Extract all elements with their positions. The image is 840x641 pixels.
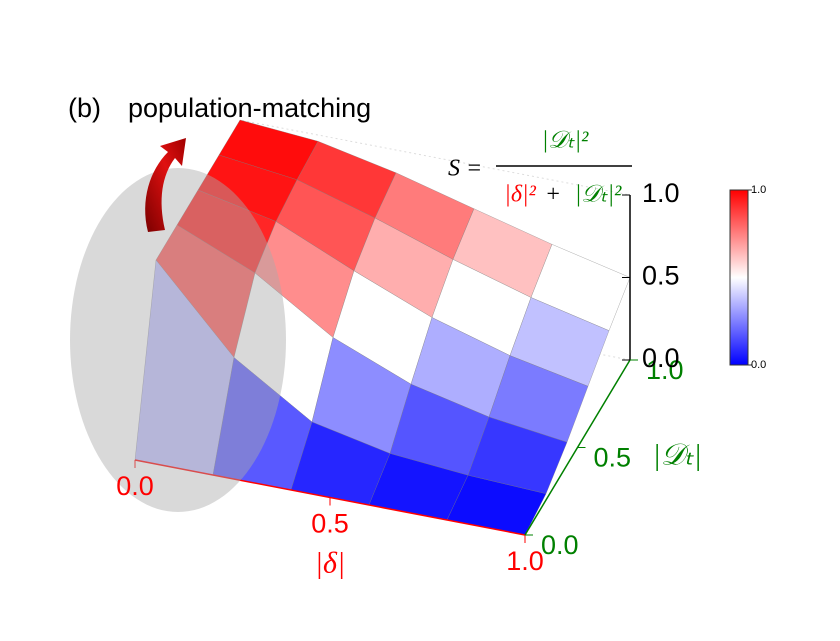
z-tick-label: 0.0 (642, 343, 680, 373)
x-tick-label: 1.0 (506, 546, 544, 576)
x-tick-label: 0.5 (311, 509, 349, 539)
x-tick-label: 0.0 (116, 471, 154, 501)
colorbar-tick-label: 1.0 (751, 184, 766, 196)
z-tick-label: 0.5 (642, 261, 680, 291)
formula: S = |𝒟ₜ|² |δ|² + |𝒟ₜ|² (448, 128, 632, 208)
y-tick-label: 0.0 (541, 530, 579, 560)
formula-lhs: S = (448, 156, 482, 182)
z-tick-label: 1.0 (642, 178, 680, 208)
y-axis-label: |𝒟ₜ| (653, 438, 702, 471)
colorbar-tick-label: 0.0 (751, 359, 766, 371)
x-axis-label: |δ| (315, 546, 345, 579)
y-tick-label: 1.0 (646, 355, 684, 385)
panel-label: (b) (68, 93, 101, 123)
formula-denominator-left: |δ|² (504, 182, 536, 208)
arrow (145, 138, 186, 232)
formula-denominator-right: |𝒟ₜ|² (575, 182, 622, 208)
highlight-ellipse (70, 168, 286, 512)
y-tick-label: 0.5 (594, 443, 632, 473)
formula-numerator: |𝒟ₜ|² (542, 128, 589, 154)
title: population-matching (128, 93, 371, 123)
colorbar (729, 189, 749, 366)
plot (134, 119, 638, 543)
formula-plus: + (545, 182, 561, 208)
